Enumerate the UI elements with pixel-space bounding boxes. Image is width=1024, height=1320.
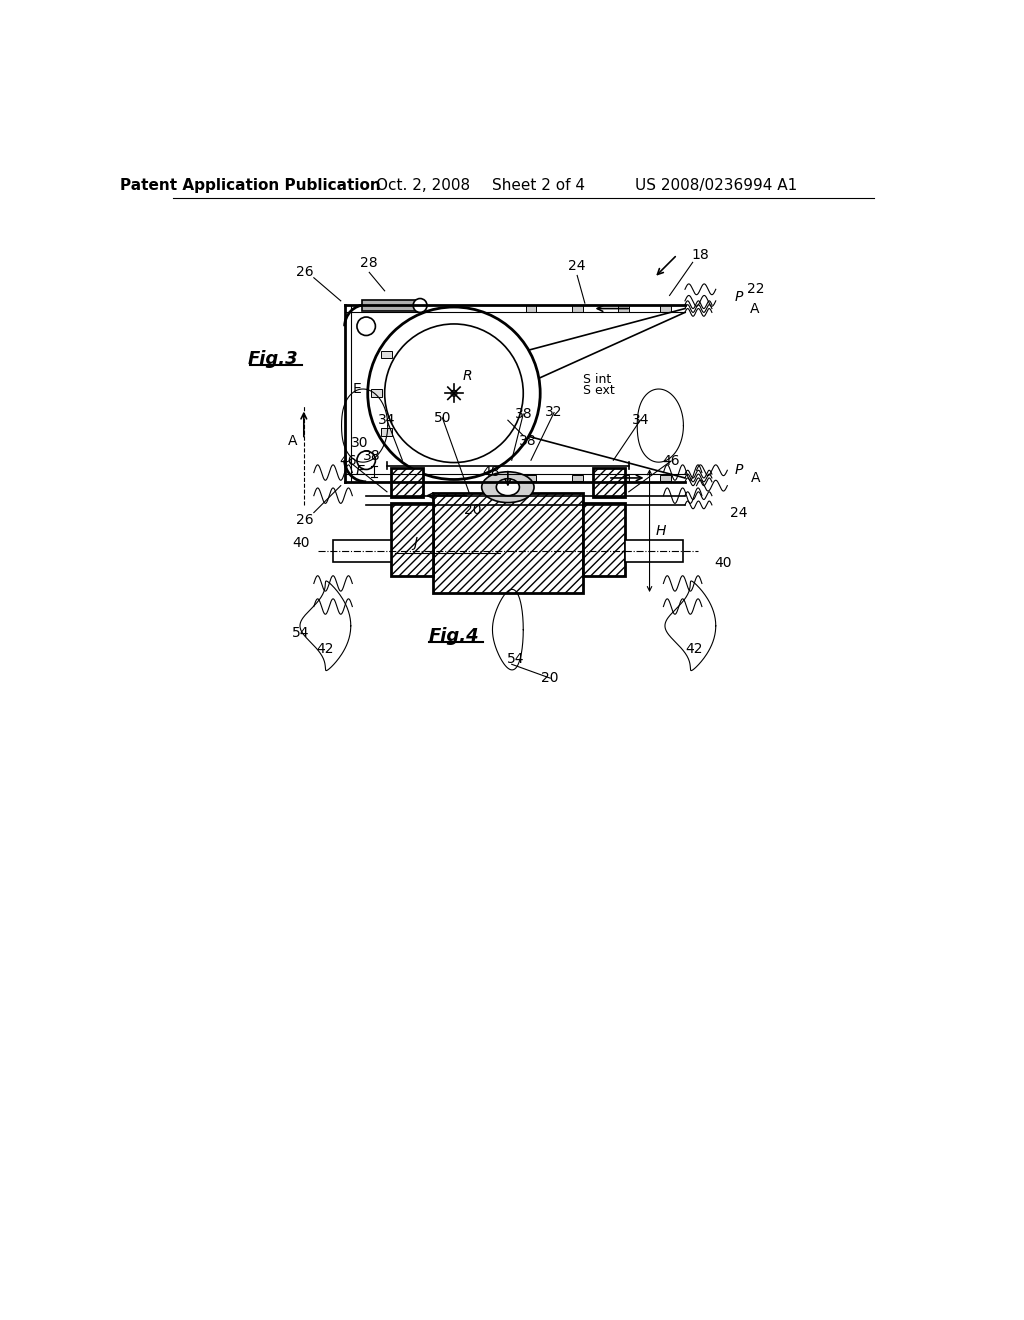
Text: 32: 32 — [546, 405, 563, 420]
Text: 54: 54 — [292, 627, 309, 640]
Text: 30: 30 — [351, 437, 369, 450]
Text: 38: 38 — [514, 407, 532, 421]
Text: P: P — [734, 290, 743, 304]
Bar — [361, 300, 419, 312]
Text: 18: 18 — [691, 248, 710, 261]
Text: 20: 20 — [465, 503, 482, 516]
Text: E: E — [355, 465, 365, 478]
Text: 42: 42 — [685, 642, 702, 656]
Bar — [660, 475, 671, 480]
Text: Fig.3: Fig.3 — [248, 350, 298, 367]
Bar — [525, 305, 537, 312]
Text: 54: 54 — [507, 652, 524, 665]
Text: 50: 50 — [433, 411, 452, 425]
Bar — [381, 351, 392, 358]
Text: Sheet 2 of 4: Sheet 2 of 4 — [493, 178, 585, 193]
Bar — [371, 389, 382, 397]
Bar — [617, 305, 629, 312]
Text: P: P — [734, 463, 743, 478]
Text: 46: 46 — [340, 454, 357, 469]
Text: A: A — [289, 434, 298, 447]
Bar — [333, 540, 391, 562]
Text: Fig.4: Fig.4 — [429, 627, 479, 644]
Text: 46: 46 — [663, 454, 680, 469]
Bar — [391, 503, 433, 576]
Bar — [433, 494, 584, 594]
Text: 26: 26 — [296, 513, 313, 527]
Ellipse shape — [481, 471, 535, 503]
Text: 40: 40 — [714, 556, 731, 570]
Text: 42: 42 — [316, 642, 334, 656]
Text: A: A — [751, 471, 761, 484]
Text: 48: 48 — [482, 465, 500, 479]
Text: 20: 20 — [542, 671, 559, 685]
Text: 34: 34 — [632, 413, 649, 428]
Ellipse shape — [497, 479, 519, 496]
Text: E: E — [352, 383, 361, 396]
Bar — [583, 503, 625, 576]
Text: J: J — [414, 536, 418, 550]
Text: 38: 38 — [519, 434, 537, 447]
Text: 24: 24 — [730, 506, 748, 520]
Text: 28: 28 — [360, 256, 378, 271]
Text: Oct. 2, 2008: Oct. 2, 2008 — [376, 178, 470, 193]
Bar — [593, 469, 625, 498]
Bar — [571, 305, 583, 312]
Text: 40: 40 — [292, 536, 309, 550]
Bar — [660, 305, 671, 312]
Text: 34: 34 — [378, 413, 395, 428]
Text: 24: 24 — [568, 259, 586, 273]
Bar — [381, 428, 392, 436]
Text: US 2008/0236994 A1: US 2008/0236994 A1 — [635, 178, 797, 193]
Text: A: A — [750, 301, 759, 315]
Circle shape — [413, 298, 427, 313]
Bar — [391, 469, 423, 498]
Text: S int: S int — [583, 372, 610, 385]
Text: 26: 26 — [296, 265, 313, 280]
Text: S ext: S ext — [583, 384, 614, 397]
Text: Patent Application Publication: Patent Application Publication — [120, 178, 380, 193]
Text: 38: 38 — [362, 449, 380, 462]
Bar — [525, 475, 537, 480]
Text: R: R — [463, 370, 473, 383]
Bar — [571, 475, 583, 480]
Bar — [625, 540, 683, 562]
Text: 22: 22 — [748, 282, 765, 296]
Circle shape — [451, 391, 457, 396]
Bar — [617, 475, 629, 480]
Text: H: H — [656, 524, 667, 537]
